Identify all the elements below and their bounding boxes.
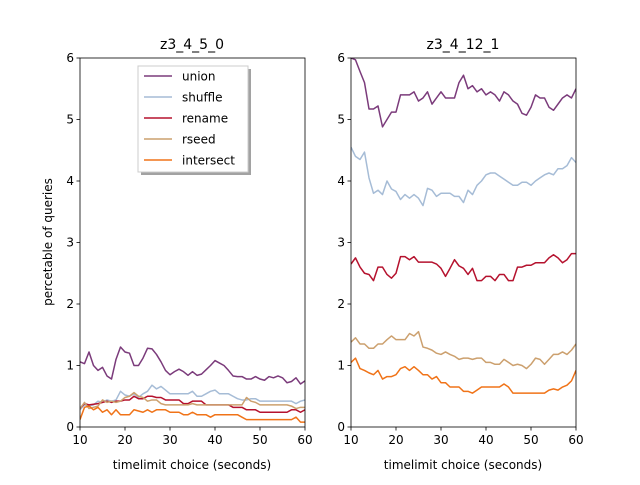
- series-line-intersect: [351, 357, 576, 394]
- x-tick-label: 60: [568, 433, 583, 447]
- x-tick-label: 50: [523, 433, 538, 447]
- y-tick-label: 3: [337, 236, 345, 250]
- x-tick-label: 40: [207, 433, 222, 447]
- x-axis-label: timelimit choice (seconds): [384, 458, 542, 472]
- series-line-union: [351, 58, 576, 128]
- y-tick-label: 6: [66, 51, 74, 65]
- y-tick-label: 1: [66, 359, 74, 373]
- x-tick-label: 30: [433, 433, 448, 447]
- y-tick-label: 5: [66, 113, 74, 127]
- y-tick-label: 2: [337, 297, 345, 311]
- panel-title: z3_4_5_0: [160, 37, 224, 53]
- legend: union shuffle rename rseed intersect: [137, 65, 251, 175]
- series-line-rseed: [351, 330, 576, 370]
- legend-label-intersect: intersect: [182, 154, 235, 168]
- series-line-shuffle: [80, 384, 305, 411]
- series-line-intersect: [80, 405, 305, 423]
- series-line-union: [80, 346, 305, 385]
- x-tick-label: 20: [388, 433, 403, 447]
- y-tick-label: 5: [337, 113, 345, 127]
- x-tick-label: 10: [72, 433, 87, 447]
- y-tick-label: 2: [66, 297, 74, 311]
- y-tick-label: 6: [337, 51, 345, 65]
- legend-label-shuffle: shuffle: [182, 91, 222, 105]
- x-tick-label: 30: [162, 433, 177, 447]
- y-tick-label: 4: [66, 174, 74, 188]
- y-tick-label: 0: [66, 420, 74, 434]
- y-tick-label: 4: [337, 174, 345, 188]
- x-tick-label: 50: [252, 433, 267, 447]
- series-line-rename: [351, 252, 576, 282]
- x-tick-label: 40: [478, 433, 493, 447]
- panel-right: z3_4_12_1 timelimit choice (seconds) 10 2…: [337, 37, 583, 472]
- series-line-shuffle: [351, 146, 576, 207]
- x-tick-label: 60: [297, 433, 312, 447]
- y-tick-label: 1: [337, 359, 345, 373]
- legend-label-rseed: rseed: [182, 133, 216, 147]
- y-tick-label: 3: [66, 236, 74, 250]
- x-tick-label: 20: [117, 433, 132, 447]
- x-tick-label: 10: [343, 433, 358, 447]
- x-axis-label: timelimit choice (seconds): [113, 458, 271, 472]
- panel-left: z3_4_5_0 timelimit choice (seconds) perc…: [41, 37, 313, 472]
- series-line-rseed: [80, 391, 305, 410]
- legend-label-union: union: [182, 70, 216, 84]
- panel-title: z3_4_12_1: [427, 37, 500, 53]
- legend-box: [137, 65, 249, 173]
- y-tick-label: 0: [337, 420, 345, 434]
- legend-label-rename: rename: [182, 112, 228, 126]
- series-line-rename: [80, 395, 305, 413]
- y-axis-label: percetable of queries: [41, 178, 55, 306]
